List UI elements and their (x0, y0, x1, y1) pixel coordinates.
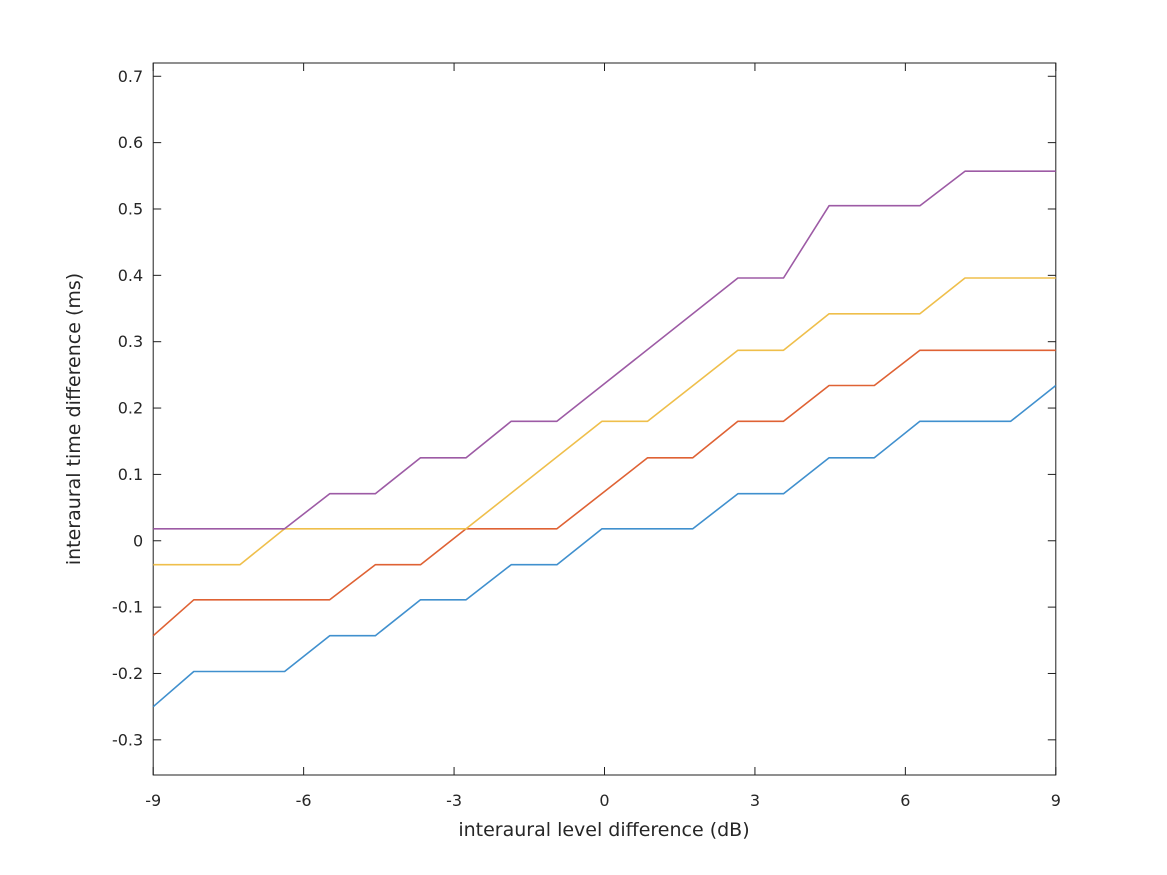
y-tick-label: 0.5 (118, 199, 143, 218)
y-tick-label: 0.7 (118, 67, 143, 86)
x-tick-label: 3 (750, 791, 760, 810)
y-tick-label: -0.3 (112, 730, 143, 749)
y-tick-label: 0.4 (118, 266, 143, 285)
y-tick-label: -0.1 (112, 598, 143, 617)
x-tick-label: -9 (145, 791, 161, 810)
y-tick-label: 0.2 (118, 399, 143, 418)
y-tick-label: 0 (133, 531, 143, 550)
y-tick-label: -0.2 (112, 664, 143, 683)
y-tick-label: 0.6 (118, 133, 143, 152)
x-tick-label: 9 (1051, 791, 1061, 810)
series-curve-1-blue (152, 384, 1057, 708)
series-curve-2-orange (152, 349, 1056, 637)
series-curve-4-purple (153, 170, 1056, 530)
x-tick-label: 0 (599, 791, 609, 810)
x-tick-label: 6 (900, 791, 910, 810)
series-layer (152, 170, 1057, 708)
series-curve-3-yellow (153, 277, 1056, 566)
x-tick-label: -3 (446, 791, 462, 810)
y-axis-label: interaural time difference (ms) (63, 273, 85, 565)
x-tick-label: -6 (296, 791, 312, 810)
x-axis-label: interaural level difference (dB) (458, 819, 749, 841)
y-tick-label: 0.1 (118, 465, 143, 484)
axes-layer: -9 -6 -3 0 3 6 9 -0.3 -0.2 -0.1 0 0.1 0.2 0.3 0.4 0.5 0.… (112, 62, 1061, 810)
y-tick-label: 0.3 (118, 332, 143, 351)
